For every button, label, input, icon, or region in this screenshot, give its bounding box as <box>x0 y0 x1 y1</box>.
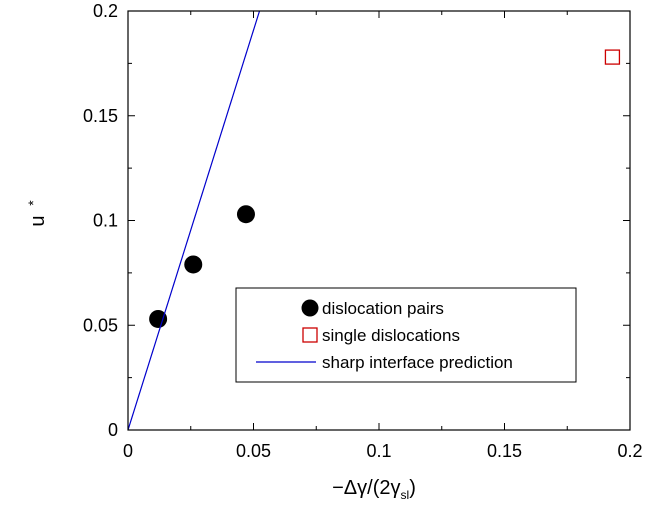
y-tick-label: 0.1 <box>93 211 118 231</box>
legend-label: sharp interface prediction <box>322 353 513 372</box>
legend-box <box>235 287 577 383</box>
x-tick-label: 0 <box>123 441 133 461</box>
legend-label: single dislocations <box>322 326 460 345</box>
x-tick-label: 0.2 <box>617 441 642 461</box>
legend-marker-dislocation-pairs <box>301 299 319 317</box>
y-tick-label: 0.2 <box>93 1 118 21</box>
plot-layer <box>128 11 621 430</box>
y-tick-label: 0.05 <box>83 315 118 335</box>
data-point-dislocation-pairs-2 <box>236 205 255 224</box>
y-tick-label: 0 <box>108 420 118 440</box>
x-tick-label: 0.15 <box>487 441 522 461</box>
legend-label: dislocation pairs <box>322 299 444 318</box>
y-axis-label-superscript: * <box>25 200 41 206</box>
y-axis-label: u <box>27 215 49 226</box>
x-tick-label: 0.05 <box>236 441 271 461</box>
data-point-dislocation-pairs-0 <box>149 309 168 328</box>
legend-marker-single-dislocations <box>302 327 318 343</box>
y-tick-label: 0.15 <box>83 106 118 126</box>
data-point-single-dislocations-0 <box>604 49 621 65</box>
data-point-dislocation-pairs-1 <box>184 255 203 274</box>
y-axis-label-group: u* <box>25 200 49 227</box>
x-axis-label: −Δγ/(2γsl) <box>332 477 416 502</box>
series-line-prediction <box>128 11 261 430</box>
x-tick-label: 0.1 <box>366 441 391 461</box>
axes-layer: 0 0.05 0.1 0.15 0.2 0 0.05 0.1 0.15 0.2 −Δγ/(2γsl)… <box>25 1 643 502</box>
legend: dislocation pairs single dislocations shar… <box>235 287 577 383</box>
